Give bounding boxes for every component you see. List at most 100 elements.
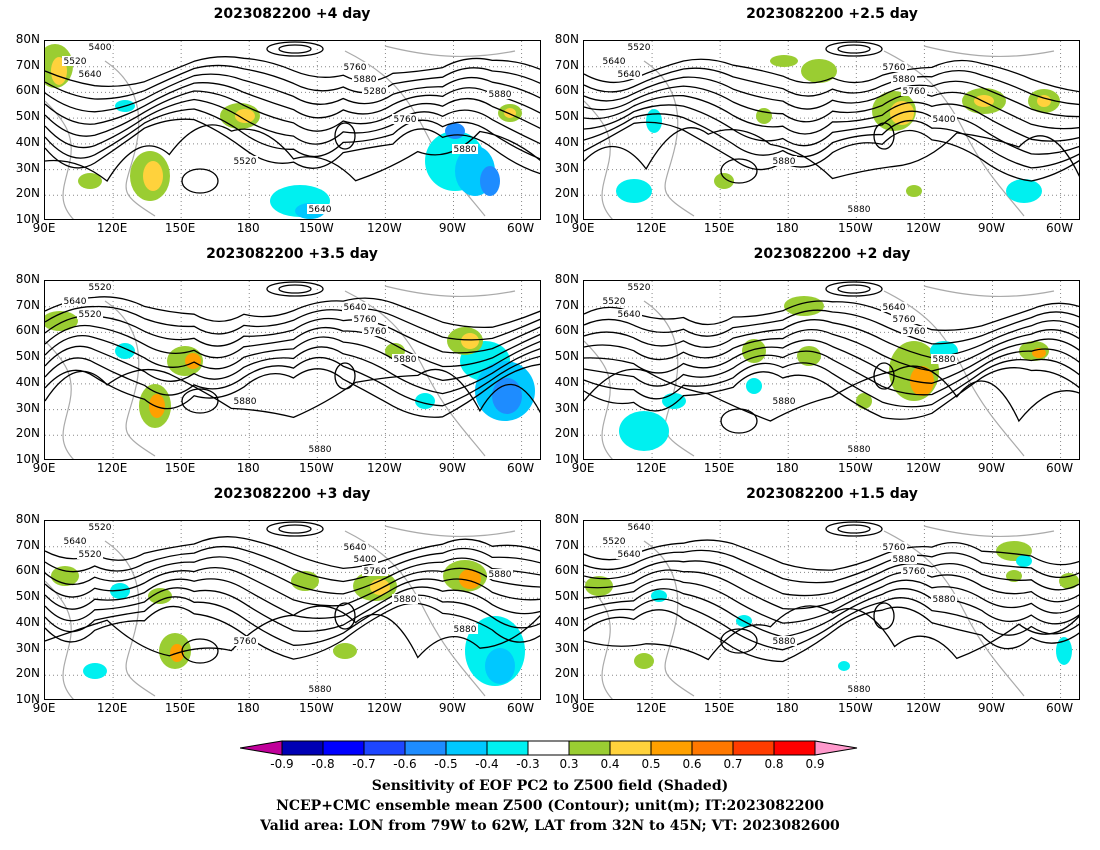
contour-label-bg (626, 522, 652, 532)
lat-tick-label: 80N (554, 32, 579, 46)
sensitivity-shading (148, 588, 172, 604)
colorbar-segment (445, 740, 488, 756)
contour-label: 5760 (364, 327, 387, 337)
lat-tick-label: 50N (554, 109, 579, 124)
z500-contour (45, 296, 540, 329)
lat-tick-label: 70N (15, 297, 40, 312)
colorbar-segment (609, 740, 652, 756)
coastline (923, 285, 1055, 298)
map-panel-4day: 5400 5520 5640 5760 5880 5280 5520 5640 5760 5880… (44, 40, 541, 220)
contour-label: 5880 (394, 595, 417, 605)
sensitivity-shading (83, 663, 107, 679)
z500-contour-closed (266, 281, 324, 297)
colorbar-label: 0.7 (723, 757, 743, 771)
contour-label-bg (77, 69, 103, 79)
contour-label-bg (891, 554, 917, 564)
contour-label-bg (307, 444, 333, 454)
contour-label-bg (771, 396, 797, 406)
contour-label: 5520 (603, 297, 626, 307)
lon-tick-label: 120E (635, 701, 667, 715)
contour-label-bg (901, 566, 927, 576)
coastline (344, 50, 486, 217)
z500-contour (45, 73, 540, 113)
z500-contour (45, 324, 540, 368)
lon-tick-label: 150E (703, 701, 735, 715)
map-panel-2.5day: 5520 5640 5640 5760 5880 5760 5880 5880 5400 (583, 40, 1080, 220)
lat-tick-label: 10N (15, 212, 40, 226)
lon-tick-label: 180 (775, 221, 799, 235)
coastline (344, 530, 486, 697)
sensitivity-shading (461, 333, 479, 349)
sensitivity-shading (746, 378, 762, 394)
z500-contour (584, 605, 1079, 661)
coastline (45, 580, 75, 699)
z500-contour-closed (334, 362, 356, 390)
contour-label-bg (931, 594, 957, 604)
z500-contour (584, 348, 1079, 396)
z500-contour (45, 567, 540, 607)
contour-label-bg (881, 302, 907, 312)
colorbar-label: 0.6 (682, 757, 702, 771)
lat-tick-label: 20N (554, 666, 579, 681)
z500-contour (584, 329, 1079, 372)
contour-label: 5520 (628, 43, 651, 53)
z500-contour (584, 606, 1079, 663)
contour-label: 5880 (309, 685, 332, 695)
coastline (384, 285, 516, 298)
lat-tick-label: 70N (15, 57, 40, 72)
coastline (923, 45, 1055, 58)
contour-label: 5520 (79, 550, 102, 560)
sensitivity-shading (770, 55, 798, 67)
z500-contour (45, 536, 540, 570)
contour-label: 5880 (394, 355, 417, 365)
contour-label: 5880 (773, 397, 796, 407)
lat-tick-label: 20N (15, 426, 40, 441)
lon-tick-label: 60W (1045, 461, 1074, 475)
sensitivity-shading (1016, 555, 1032, 567)
coastline (883, 50, 1025, 217)
contour-label: 5760 (344, 63, 367, 73)
colorbar-label: -0.5 (434, 757, 458, 771)
lat-tick-label: 40N (554, 614, 579, 629)
contour-label-bg (307, 684, 333, 694)
contour-label-bg (931, 354, 957, 364)
contour-label-bg (881, 542, 907, 552)
lat-tick-label: 40N (554, 374, 579, 389)
map-panel-3day: 5520 5640 5520 5640 5400 5760 5760 5880 5880 5880… (44, 520, 541, 700)
lat-tick-label: 10N (15, 452, 40, 466)
sensitivity-shading (445, 123, 465, 139)
lon-tick-label: 120W (906, 221, 941, 235)
z500-contour (584, 365, 1079, 423)
lat-tick-label: 30N (554, 640, 579, 655)
z500-contour (45, 108, 540, 160)
coastline (384, 525, 516, 538)
contour-label: 5880 (893, 555, 916, 565)
map-plot: 5520564055205640540057605760588058805880… (45, 521, 540, 699)
lat-tick-label: 30N (554, 160, 579, 175)
lat-tick-label: 70N (554, 57, 579, 72)
contour-label: 5520 (234, 157, 257, 167)
lon-tick-label: 150E (703, 461, 735, 475)
z500-contour (584, 569, 1079, 610)
z500-contour (584, 58, 1079, 93)
contour-label-bg (881, 62, 907, 72)
contour-label-bg (77, 309, 103, 319)
lon-tick-label: 120W (367, 461, 402, 475)
contour-label-bg (846, 684, 872, 694)
lon-tick-label: 90W (977, 461, 1006, 475)
lon-tick-label: 150W (837, 461, 873, 475)
lat-tick-label: 50N (15, 589, 40, 604)
lat-tick-label: 40N (15, 374, 40, 389)
lat-tick-label: 10N (554, 692, 579, 706)
contour-label: 5880 (489, 570, 512, 580)
lat-tick-label: 50N (554, 349, 579, 364)
lat-tick-label: 10N (15, 692, 40, 706)
lon-tick-label: 150W (298, 221, 334, 235)
sensitivity-shading (1059, 573, 1079, 589)
sensitivity-shading (480, 166, 500, 196)
z500-contour (45, 594, 540, 646)
contour-label: 5880 (454, 145, 477, 155)
caption-shaded: Sensitivity of EOF PC2 to Z500 field (Sh… (371, 778, 729, 794)
contour-label: 5880 (309, 445, 332, 455)
lat-tick-label: 40N (15, 134, 40, 149)
